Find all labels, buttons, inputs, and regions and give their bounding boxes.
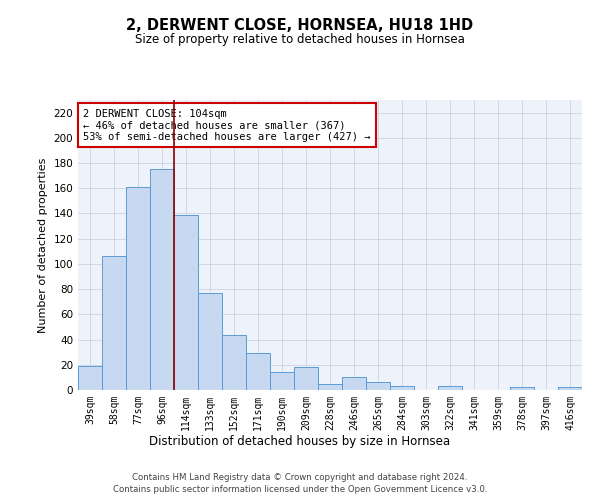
- Bar: [366, 382, 390, 390]
- Bar: [510, 388, 534, 390]
- Bar: [78, 366, 102, 390]
- Text: 2, DERWENT CLOSE, HORNSEA, HU18 1HD: 2, DERWENT CLOSE, HORNSEA, HU18 1HD: [127, 18, 473, 32]
- Bar: [102, 256, 126, 390]
- Bar: [294, 368, 318, 390]
- Bar: [198, 293, 222, 390]
- Bar: [390, 386, 414, 390]
- Bar: [174, 214, 198, 390]
- Text: Contains public sector information licensed under the Open Government Licence v3: Contains public sector information licen…: [113, 485, 487, 494]
- Text: Distribution of detached houses by size in Hornsea: Distribution of detached houses by size …: [149, 435, 451, 448]
- Text: 2 DERWENT CLOSE: 104sqm
← 46% of detached houses are smaller (367)
53% of semi-d: 2 DERWENT CLOSE: 104sqm ← 46% of detache…: [83, 108, 371, 142]
- Bar: [270, 372, 294, 390]
- Bar: [558, 388, 582, 390]
- Bar: [126, 187, 150, 390]
- Text: Size of property relative to detached houses in Hornsea: Size of property relative to detached ho…: [135, 32, 465, 46]
- Bar: [246, 354, 270, 390]
- Bar: [318, 384, 342, 390]
- Y-axis label: Number of detached properties: Number of detached properties: [38, 158, 48, 332]
- Bar: [150, 170, 174, 390]
- Bar: [342, 378, 366, 390]
- Text: Contains HM Land Registry data © Crown copyright and database right 2024.: Contains HM Land Registry data © Crown c…: [132, 472, 468, 482]
- Bar: [438, 386, 462, 390]
- Bar: [222, 334, 246, 390]
